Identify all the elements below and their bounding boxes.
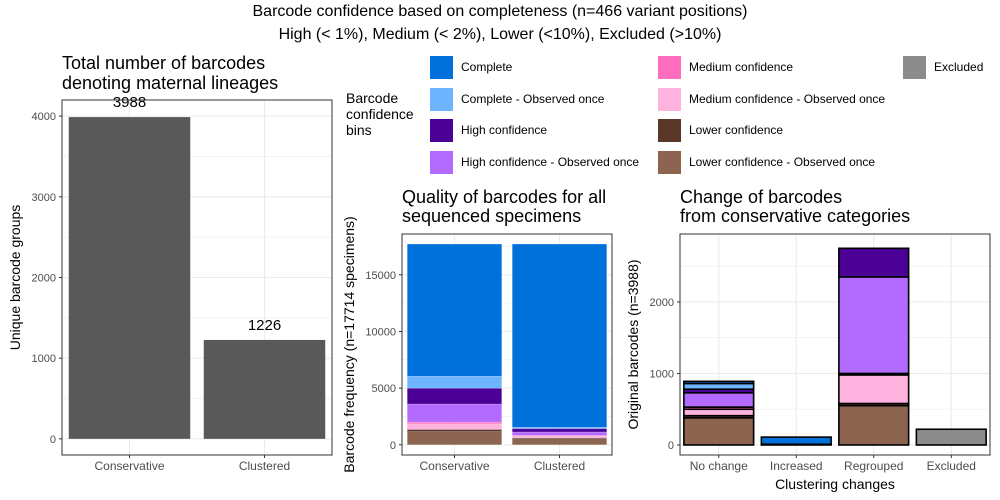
legend-item: Medium confidence: [658, 55, 793, 79]
bar-segment: [407, 429, 502, 433]
legend-item: High confidence - Observed once: [430, 150, 639, 174]
bar-segment: [683, 417, 755, 446]
y-tick-label: 2000: [650, 297, 674, 309]
y-tick-label: 15000: [365, 270, 396, 282]
bar-segment: [407, 375, 502, 389]
panel-border: [401, 233, 613, 456]
panel-barcode-quality: Quality of barcodes for all sequenced sp…: [341, 187, 613, 473]
legend-label: Medium confidence: [689, 60, 794, 74]
panel-a-title-line1: Total number of barcodes: [62, 53, 265, 73]
legend-title-line: bins: [346, 122, 372, 138]
legend-item: Excluded: [903, 55, 983, 79]
legend-label: Complete - Observed once: [461, 92, 605, 106]
y-tick-label: 0: [50, 434, 56, 446]
panel-barcode-changes: Change of barcodes from conservative cat…: [625, 187, 991, 492]
legend-title: Barcode confidence bins: [346, 90, 436, 138]
y-tick-label: 3000: [32, 192, 56, 204]
legend-label: Lower confidence - Observed once: [689, 155, 876, 169]
bar-segment: [407, 421, 502, 425]
legend-item: Lower confidence: [658, 118, 783, 142]
legend-label: Lower confidence: [689, 123, 784, 137]
y-tick-label: 5000: [372, 383, 396, 395]
legend-item: High confidence: [430, 118, 547, 142]
bar-segment: [838, 374, 910, 405]
bar-segment: [683, 380, 755, 385]
legend-swatch: [658, 87, 681, 111]
legend-swatch: [430, 55, 453, 79]
figure-title-line1: Barcode confidence based on completeness…: [252, 3, 748, 20]
bar-segment: [407, 423, 502, 430]
data-label: 3988: [113, 94, 146, 111]
x-tick-label: No change: [690, 459, 748, 473]
y-tick-label: 2000: [32, 273, 56, 285]
legend-title-line: Barcode: [346, 90, 399, 106]
bar-segment: [512, 243, 607, 428]
panel-b-title-line2: sequenced specimens: [402, 206, 581, 226]
x-tick-label: Increased: [770, 459, 823, 473]
legend-swatch: [903, 55, 926, 79]
legend-label: Medium confidence - Observed once: [689, 92, 886, 106]
bar-segment: [512, 438, 607, 446]
y-axis-label: Unique barcode groups: [7, 205, 23, 351]
y-axis-label: Barcode frequency (n=17714 specimens): [341, 216, 357, 472]
legend-swatch: [430, 87, 453, 111]
y-tick-label: 1000: [32, 353, 56, 365]
legend-item: Medium confidence - Observed once: [658, 87, 885, 111]
panel-a-title-line2: denoting maternal lineages: [62, 73, 278, 93]
figure-title-line2: High (< 1%), Medium (< 2%), Lower (<10%)…: [278, 26, 722, 43]
panel-total-barcodes: Total number of barcodes denoting matern…: [7, 53, 333, 473]
legend-swatch: [658, 55, 681, 79]
bar-segment: [512, 435, 607, 438]
y-tick-label: 0: [668, 440, 674, 452]
legend-swatch: [658, 150, 681, 174]
bar-segment: [407, 243, 502, 377]
bar-segment: [512, 428, 607, 433]
bar-conservative: [68, 117, 191, 439]
legend-swatch: [430, 150, 453, 174]
legend-swatch: [658, 118, 681, 142]
bar-segment: [407, 431, 502, 446]
legend-label: High confidence - Observed once: [461, 155, 640, 169]
bar-segment: [760, 436, 832, 446]
legend-item: Complete - Observed once: [430, 87, 604, 111]
bar-segment: [683, 391, 755, 408]
x-tick-label: Excluded: [927, 459, 976, 473]
bar-segment: [407, 387, 502, 405]
y-axis-label: Original barcodes (n=3988): [625, 259, 641, 429]
panel-border: [679, 233, 991, 456]
legend-item: Complete: [430, 55, 512, 79]
bar-clustered: [203, 339, 326, 439]
panel-c-title-line1: Change of barcodes: [680, 187, 842, 207]
panel-b-title-line1: Quality of barcodes for all: [402, 187, 606, 207]
legend-swatch: [430, 118, 453, 142]
legend-item: Lower confidence - Observed once: [658, 150, 875, 174]
x-tick-label: Clustered: [534, 459, 585, 473]
y-tick-label: 10000: [365, 326, 396, 338]
x-tick-label: Conservative: [94, 459, 164, 473]
bar-segment: [683, 382, 755, 391]
bar-segment: [838, 247, 910, 278]
y-tick-label: 1000: [650, 368, 674, 380]
data-label: 1226: [248, 317, 281, 334]
bar-segment: [683, 408, 755, 417]
bar-segment: [407, 403, 502, 423]
bar-segment: [838, 404, 910, 446]
y-tick-label: 4000: [32, 111, 56, 123]
x-axis-label: Clustering changes: [775, 476, 895, 492]
y-tick-label: 0: [390, 440, 396, 452]
legend-title-line: confidence: [346, 106, 414, 122]
bar-segment: [512, 431, 607, 436]
bar-segment: [915, 428, 987, 446]
legend-label: High confidence: [461, 123, 548, 137]
bar-segment: [838, 276, 910, 375]
legend-label: Complete: [461, 60, 513, 74]
x-tick-label: Clustered: [239, 459, 290, 473]
panel-c-title-line2: from conservative categories: [680, 206, 910, 226]
x-tick-label: Regrouped: [844, 459, 903, 473]
x-tick-label: Conservative: [419, 459, 489, 473]
legend-label: Excluded: [934, 60, 984, 74]
